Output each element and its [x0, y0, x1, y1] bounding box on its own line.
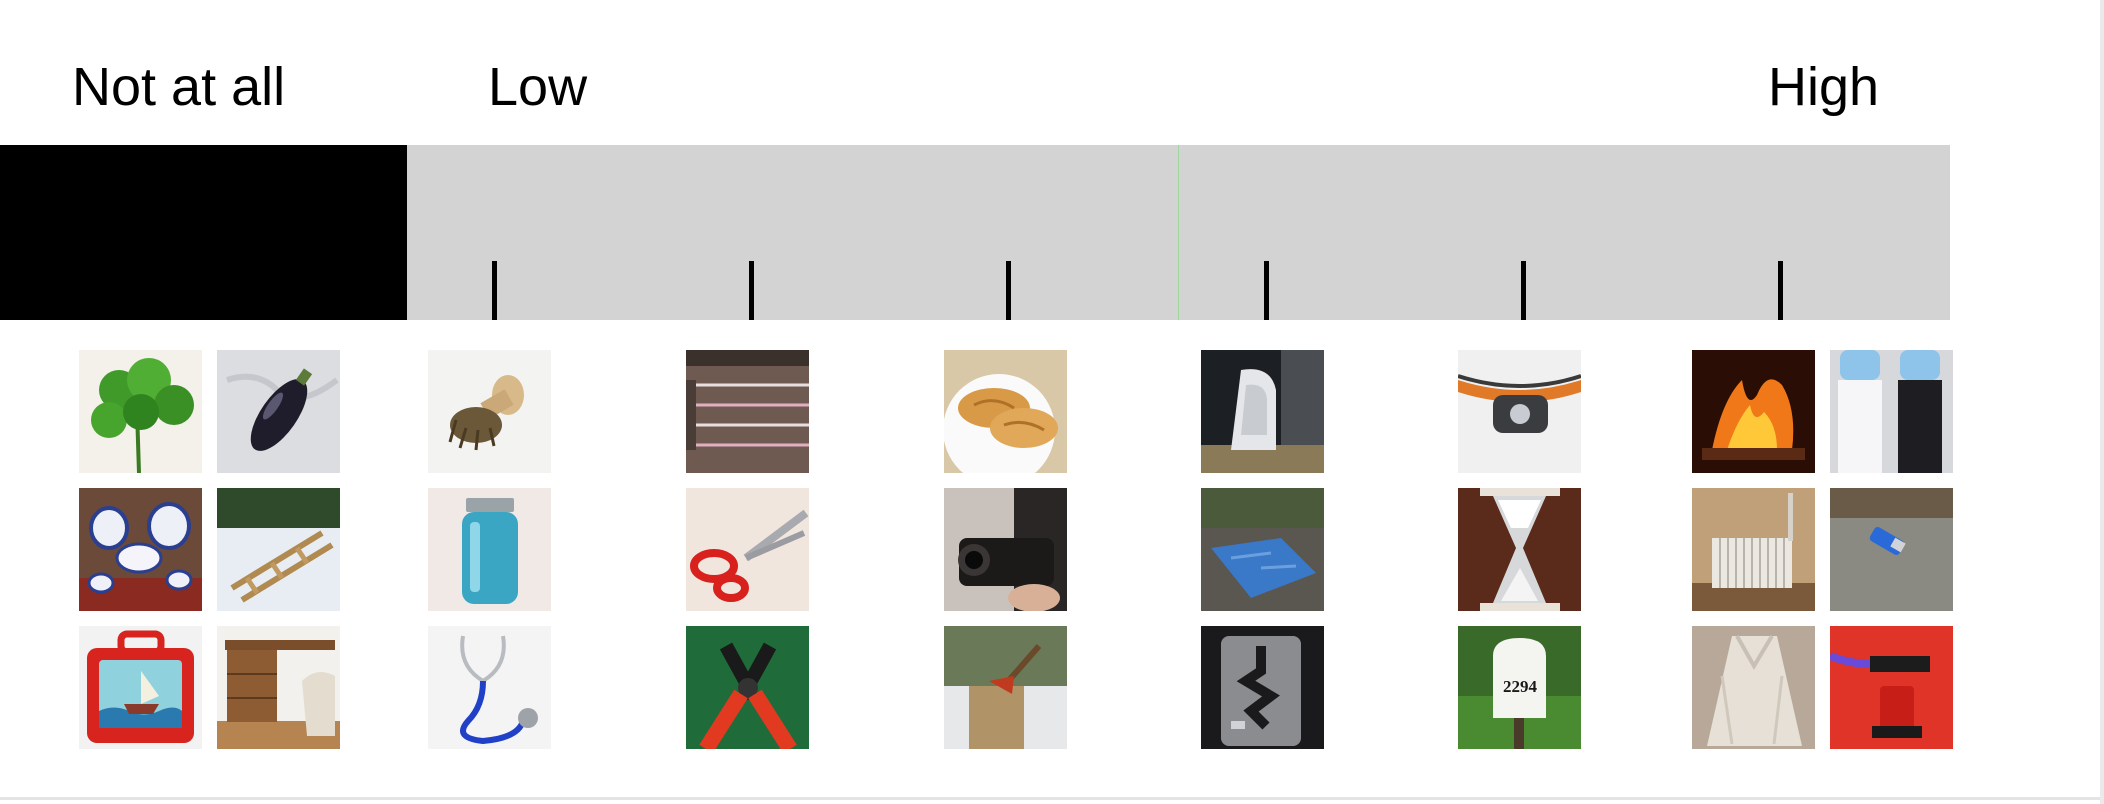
item-scissors[interactable]: [686, 488, 809, 611]
mailbox-number: 2294: [1503, 677, 1538, 696]
label-high: High: [1768, 57, 1880, 117]
scale-tick-1: [492, 261, 497, 320]
item-eggplant-in-snow[interactable]: [217, 350, 340, 473]
item-hourglass[interactable]: [1458, 488, 1581, 611]
item-wooden-desk[interactable]: [217, 626, 340, 749]
item-clothes-iron[interactable]: [1201, 350, 1324, 473]
item-stethoscope[interactable]: [428, 626, 551, 749]
item-wooden-sled[interactable]: [217, 488, 340, 611]
item-gear-shifter[interactable]: [1201, 626, 1324, 749]
scale-tick-4: [1264, 261, 1269, 320]
item-boat-lunchbox[interactable]: [79, 626, 202, 749]
item-blue-white-china-set[interactable]: [79, 488, 202, 611]
item-wire-cutters[interactable]: [686, 626, 809, 749]
label-not-at-all: Not at all: [72, 57, 286, 117]
item-scrub-brush[interactable]: [428, 350, 551, 473]
page-edge-right: [2100, 0, 2104, 804]
not-at-all-segment[interactable]: [0, 145, 407, 320]
scale-midline: [1178, 145, 1179, 320]
item-parsley[interactable]: [79, 350, 202, 473]
item-camcorder[interactable]: [944, 488, 1067, 611]
scale-tick-2: [749, 261, 754, 320]
rating-scale-bar[interactable]: [0, 145, 1950, 320]
scale-tick-5: [1521, 261, 1526, 320]
item-mason-jar[interactable]: [428, 488, 551, 611]
item-guitar-strings[interactable]: [686, 350, 809, 473]
item-tarp-on-roof[interactable]: [1201, 488, 1324, 611]
label-low: Low: [488, 57, 588, 117]
scale-tick-6: [1778, 261, 1783, 320]
item-blowtorch[interactable]: [1830, 626, 1953, 749]
item-fur-coat[interactable]: [1692, 626, 1815, 749]
item-headlamp[interactable]: [1458, 350, 1581, 473]
item-croissants[interactable]: [944, 350, 1067, 473]
item-mailbox[interactable]: 2294: [1458, 626, 1581, 749]
item-radiator[interactable]: [1692, 488, 1815, 611]
item-water-cooler[interactable]: [1830, 350, 1953, 473]
item-lighter[interactable]: [1830, 488, 1953, 611]
item-fireplace[interactable]: [1692, 350, 1815, 473]
scale-tick-3: [1006, 261, 1011, 320]
page-edge-bottom: [0, 797, 2100, 800]
item-axe-in-stump[interactable]: [944, 626, 1067, 749]
